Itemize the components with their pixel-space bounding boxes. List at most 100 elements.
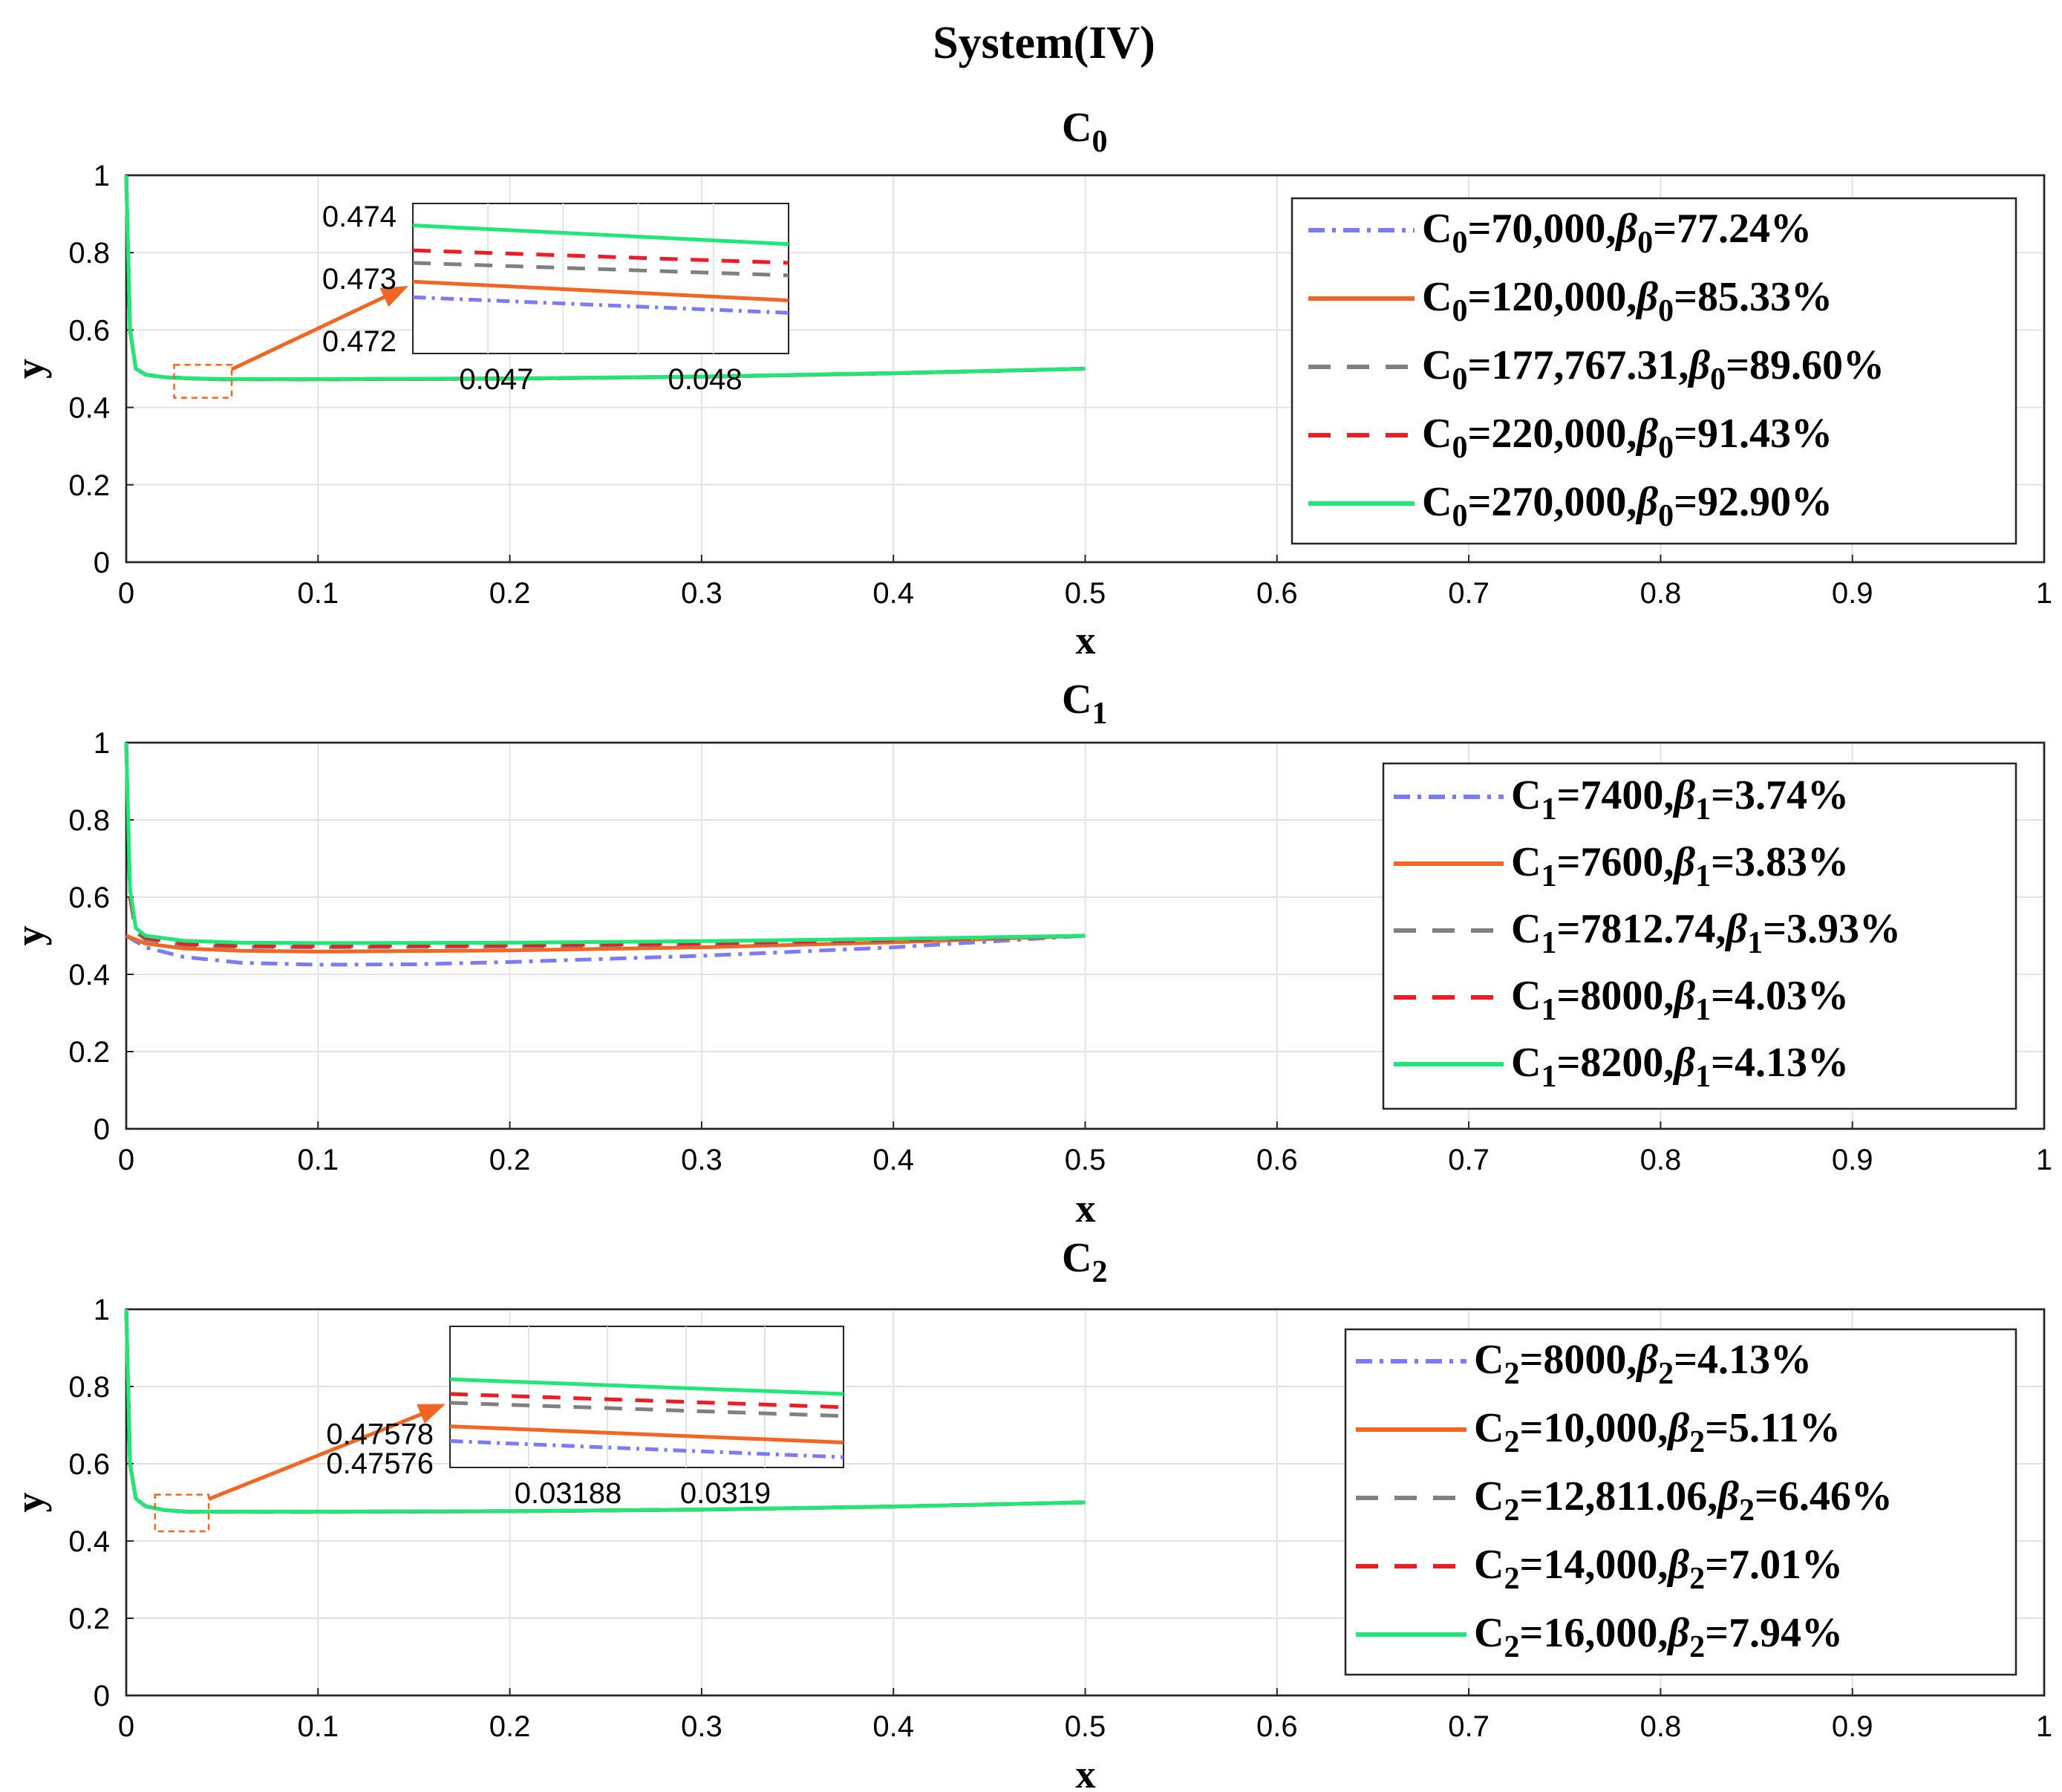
inset-plot-area: [412, 203, 789, 354]
x-tick-label: 0.3: [681, 577, 722, 610]
inset-series-line-2: [412, 261, 789, 278]
series-line-1: [125, 934, 1086, 954]
zoom-region: [154, 1493, 210, 1533]
legend-entry-1: C0=120,000,β0=85.33%: [1422, 274, 1833, 328]
x-tick-label: 0: [118, 1144, 134, 1176]
panel-title: C0: [1062, 105, 1107, 159]
y-tick-label: 0: [94, 547, 110, 579]
x-tick-label: 0.8: [1640, 1710, 1682, 1743]
y-tick-label: 0.8: [68, 237, 110, 270]
inset-y-tick-label: 0.473: [322, 263, 397, 296]
panel-title: C2: [1062, 1235, 1107, 1289]
x-tick-label: 0.3: [681, 1144, 722, 1176]
panel-title: C1: [1062, 677, 1107, 731]
x-tick-label: 0.5: [1065, 577, 1106, 610]
legend-box: [1382, 762, 2017, 1110]
series-line-4: [124, 175, 1086, 381]
x-tick-label: 0.8: [1640, 577, 1682, 610]
panel-1: 0 0.1 0.2 0.3 0.4 0.5 0.6 0.7 0.8 0.9 1 0 0.2 0.4 0.6 0…: [7, 677, 2052, 1231]
inset-series-line-4: [412, 223, 789, 247]
x-tick-label: 0.2: [489, 1710, 531, 1743]
x-tick-label: 1: [2036, 1710, 2052, 1743]
legend-box: [1344, 1328, 2017, 1676]
inset-x-tick-label: 0.03188: [515, 1477, 622, 1510]
legend-entry-2: C0=177,767.31,β0=89.60%: [1422, 342, 1885, 397]
y-tick-label: 0.4: [68, 1525, 110, 1558]
x-tick-label: 1: [2036, 1144, 2052, 1176]
y-tick-label: 1: [94, 160, 110, 192]
y-tick-label: 0.6: [68, 1448, 110, 1481]
inset-series-line-2: [449, 1401, 844, 1418]
x-tick-label: 0.2: [489, 577, 531, 610]
legend-entry-3: C0=220,000,β0=91.43%: [1422, 411, 1833, 465]
y-tick-label: 1: [94, 727, 110, 760]
legend-entry-2: C1=7812.74,β1=3.93%: [1511, 906, 1901, 960]
inset-series-line-4: [449, 1377, 844, 1396]
y-tick-label: 0.2: [68, 1603, 110, 1635]
zoom-arrow-head: [379, 286, 408, 307]
y-tick-label: 1: [94, 1294, 110, 1326]
legend-entry-3: C2=14,000,β2=7.01%: [1474, 1542, 1843, 1596]
legend-entry-3: C1=8000,β1=4.03%: [1511, 973, 1849, 1027]
inset-x-tick-label: 0.0319: [680, 1477, 771, 1510]
x-tick-label: 0.6: [1256, 1710, 1298, 1743]
x-tick-label: 0.2: [489, 1144, 531, 1176]
inset-y-tick-label: 0.47576: [326, 1447, 434, 1480]
legend-entry-4: C0=270,000,β0=92.90%: [1422, 479, 1833, 533]
y-tick-label: 0.2: [68, 1036, 110, 1069]
x-tick-label: 0.4: [872, 577, 914, 610]
legend-entry-1: C2=10,000,β2=5.11%: [1474, 1405, 1841, 1459]
inset-y-tick-label: 0.47578: [326, 1418, 434, 1450]
x-tick-label: 0.3: [681, 1710, 722, 1743]
y-axis-label: y: [7, 359, 52, 379]
x-tick-label: 0.7: [1448, 577, 1490, 610]
x-tick-label: 0.7: [1448, 1710, 1490, 1743]
legend: C2=8000,β2=4.13% C2=10,000,β2=5.11% C2=12,…: [1344, 1328, 2017, 1676]
inset-series-line-0: [412, 295, 789, 315]
x-axis-label: x: [1076, 618, 1096, 662]
x-tick-label: 0: [118, 577, 134, 610]
inset-axes: 0.047 0.048 0.472 0.473 0.474: [322, 201, 789, 396]
y-tick-label: 0: [94, 1680, 110, 1713]
inset-series-line-3: [449, 1392, 844, 1410]
legend: C0=70,000,β0=77.24% C0=120,000,β0=85.33% C…: [1291, 197, 2017, 545]
y-axis-label: y: [7, 926, 52, 946]
inset-y-tick-label: 0.474: [322, 201, 397, 233]
panel-0: 0 0.1 0.2 0.3 0.4 0.5 0.6 0.7 0.8 0.9 1 0 0.2 0.4 0.6 0…: [7, 105, 2052, 662]
legend-entry-0: C0=70,000,β0=77.24%: [1422, 206, 1812, 260]
x-tick-label: 0.4: [872, 1710, 914, 1743]
legend-entry-2: C2=12,811.06,β2=6.46%: [1474, 1473, 1893, 1528]
x-tick-label: 0.1: [297, 1710, 339, 1743]
inset-plot-area: [449, 1326, 844, 1468]
inset-x-tick-label: 0.048: [668, 363, 743, 396]
x-tick-label: 0.9: [1832, 1710, 1873, 1743]
y-tick-label: 0.4: [68, 959, 110, 991]
legend-entry-4: C2=16,000,β2=7.94%: [1474, 1610, 1843, 1664]
x-tick-label: 0.8: [1640, 1144, 1682, 1176]
inset-series-line-3: [412, 248, 789, 265]
x-tick-label: 0.6: [1256, 577, 1298, 610]
y-tick-label: 0: [94, 1113, 110, 1146]
x-axis-label: x: [1076, 1752, 1096, 1792]
x-tick-label: 0.4: [872, 1144, 914, 1176]
legend: C1=7400,β1=3.74% C1=7600,β1=3.83% C1=7812.…: [1382, 762, 2017, 1110]
figure-title: System(IV): [933, 18, 1155, 68]
y-tick-label: 0.6: [68, 314, 110, 347]
inset-series-line-1: [449, 1424, 844, 1444]
zoom-arrow: [208, 1408, 433, 1501]
x-tick-label: 0.9: [1832, 577, 1873, 610]
panel-2: 0 0.1 0.2 0.3 0.4 0.5 0.6 0.7 0.8 0.9 1 0 0.2 0.4 0.6 0…: [7, 1235, 2052, 1792]
series-line-0: [125, 934, 1086, 967]
x-tick-label: 0.7: [1448, 1144, 1490, 1176]
x-tick-label: 0.1: [297, 577, 339, 610]
x-tick-label: 0.6: [1256, 1144, 1298, 1176]
inset-series-line-1: [412, 279, 789, 302]
y-tick-label: 0.4: [68, 392, 110, 425]
x-tick-label: 0.1: [297, 1144, 339, 1176]
y-tick-label: 0.6: [68, 882, 110, 914]
zoom-arrow: [230, 290, 397, 371]
inset-y-tick-label: 0.472: [322, 325, 397, 358]
legend-entry-4: C1=8200,β1=4.13%: [1511, 1040, 1849, 1094]
